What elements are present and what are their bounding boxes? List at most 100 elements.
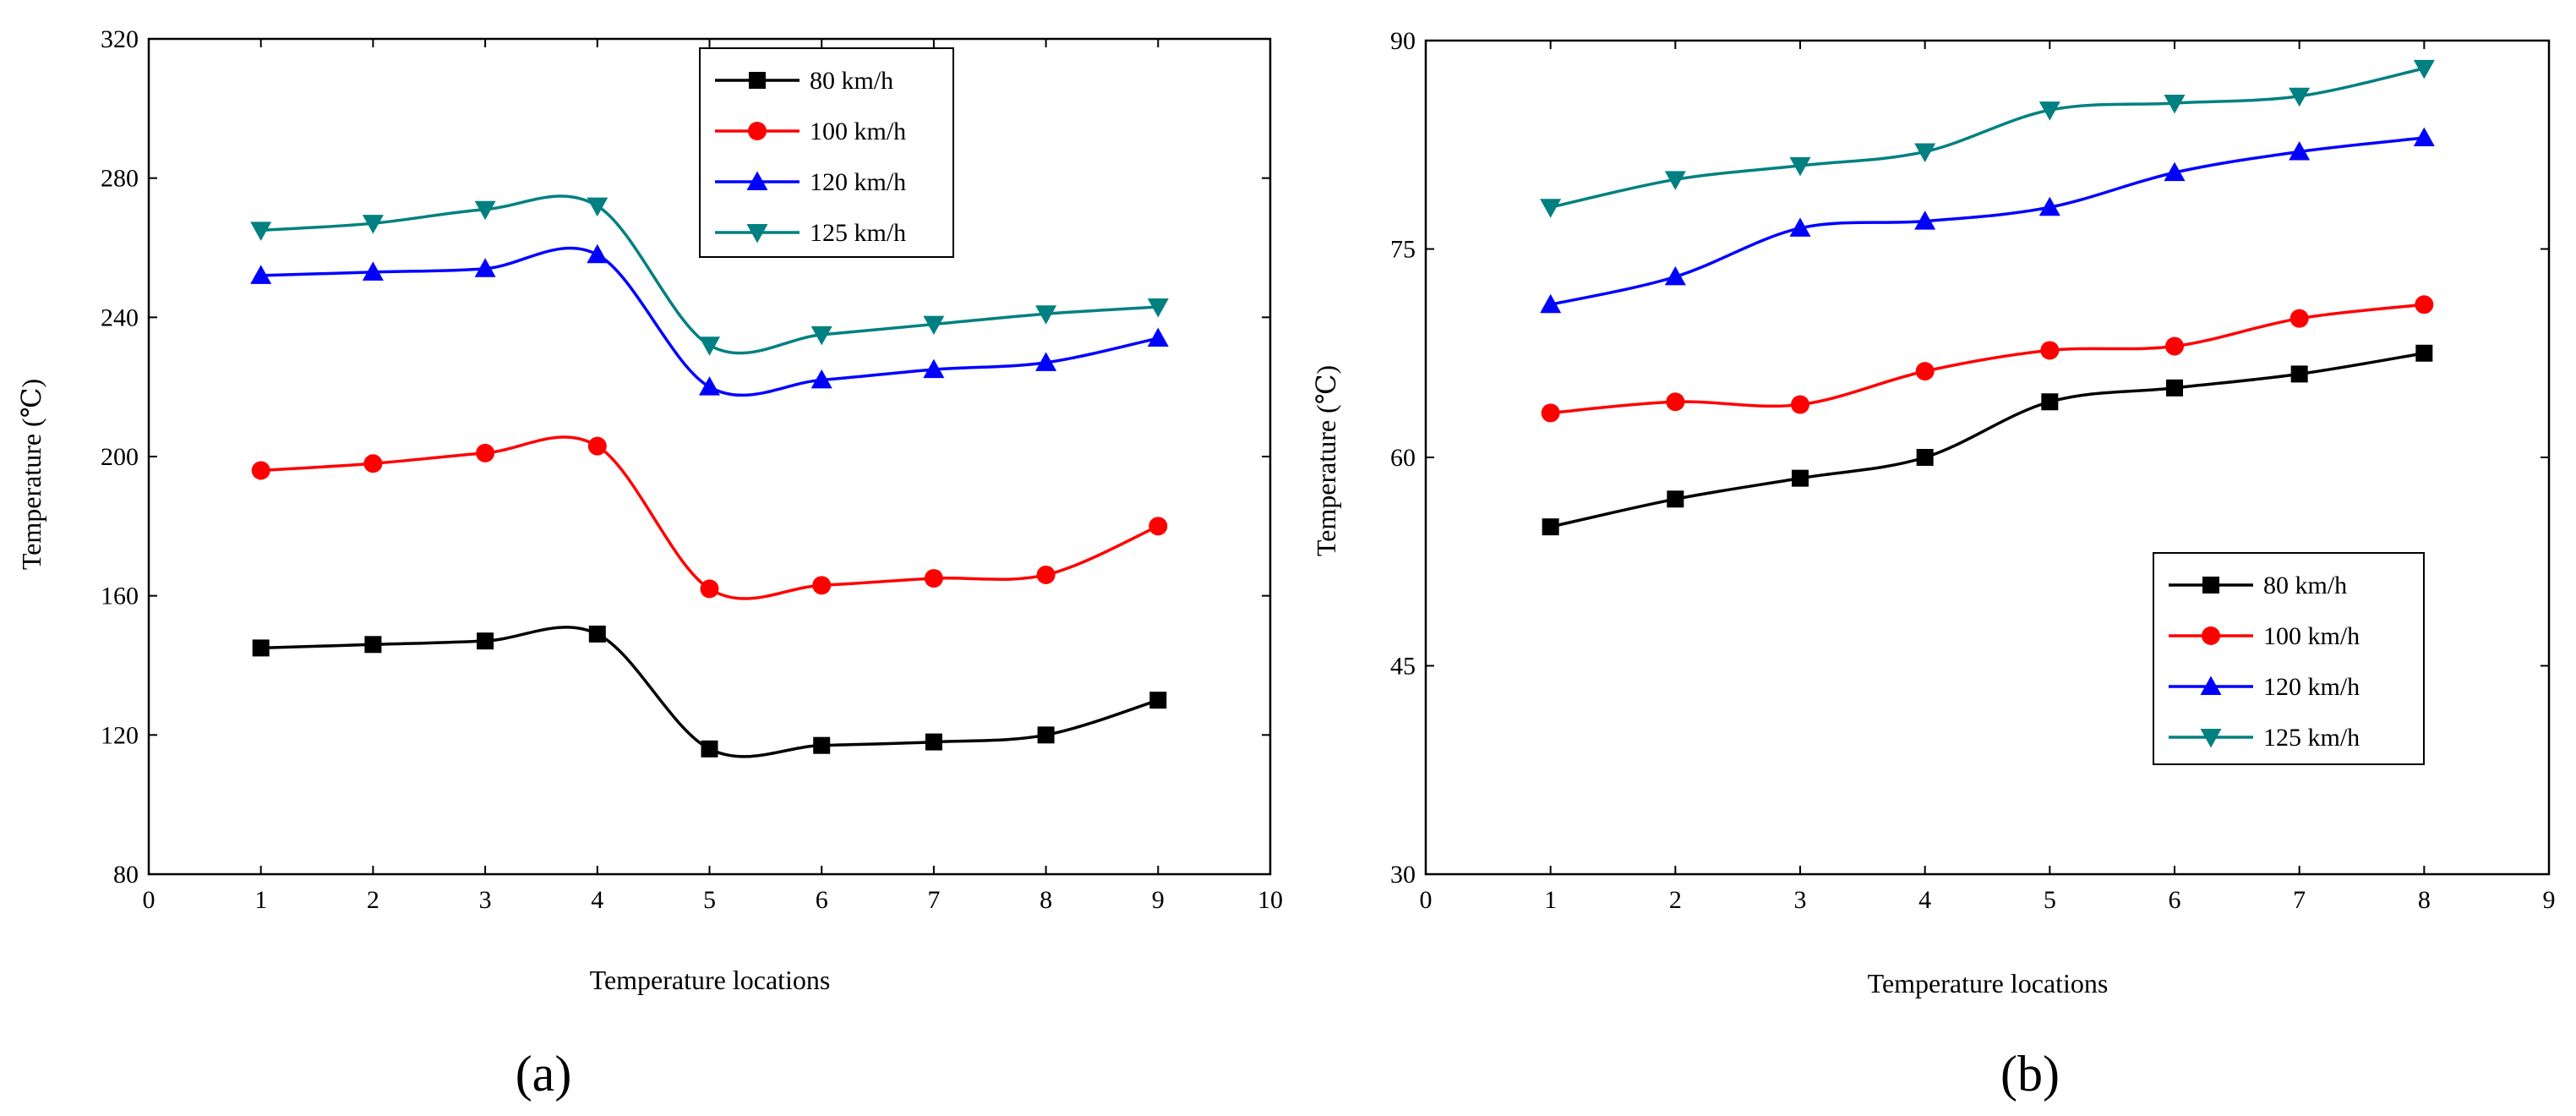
y-tick-label: 320 xyxy=(101,25,139,53)
data-point xyxy=(1666,392,1685,412)
data-point xyxy=(2413,127,2435,147)
chart-panel-b: Temperature (℃) Temperature locations (b… xyxy=(1311,27,2556,1102)
legend-item: 100 km/h xyxy=(715,118,906,145)
y-tick-label: 30 xyxy=(1390,861,1416,889)
data-point xyxy=(1149,517,1168,536)
series-line xyxy=(260,626,1159,758)
data-point xyxy=(1914,143,1936,162)
data-point xyxy=(1037,726,1055,744)
data-point xyxy=(2164,94,2186,114)
data-point xyxy=(2415,344,2433,362)
data-point xyxy=(251,461,270,480)
data-point xyxy=(1035,352,1057,371)
x-tick-label: 10 xyxy=(1258,886,1283,914)
legend-item: 125 km/h xyxy=(2169,724,2360,752)
y-tick-label: 120 xyxy=(101,721,139,749)
series-125-km-per-h xyxy=(250,194,1169,356)
chart-panel-a: Temperature (℃) Temperature locations (a… xyxy=(16,25,1283,1102)
y-tick-label: 75 xyxy=(1390,236,1416,264)
data-point xyxy=(1664,171,1686,190)
data-point xyxy=(700,579,719,599)
data-point xyxy=(1147,298,1169,318)
data-point xyxy=(362,215,384,234)
series-100-km-per-h xyxy=(251,435,1168,600)
data-point xyxy=(2166,379,2183,397)
data-point xyxy=(587,197,609,217)
data-point xyxy=(1541,403,1560,423)
data-point xyxy=(2040,341,2060,360)
data-point xyxy=(1664,265,1686,286)
x-tick-label: 4 xyxy=(591,886,603,914)
data-point xyxy=(588,625,606,643)
legend-item: 120 km/h xyxy=(2169,673,2360,701)
x-tick-label: 9 xyxy=(1152,886,1165,914)
x-tick-label: 1 xyxy=(1544,886,1557,914)
x-tick-label: 8 xyxy=(1040,886,1052,914)
legend-marker xyxy=(746,171,768,190)
legend-item: 80 km/h xyxy=(2169,572,2347,599)
legend-marker xyxy=(2202,577,2219,594)
legend: 80 km/h 100 km/h 120 km/h 125 km/h xyxy=(699,47,954,258)
series-125-km-per-h xyxy=(1540,59,2435,218)
x-tick-label: 0 xyxy=(143,886,156,914)
legend-marker xyxy=(748,122,767,140)
data-point xyxy=(1147,327,1169,347)
series-100-km-per-h xyxy=(1541,295,2434,423)
series-line xyxy=(1550,67,2425,209)
legend-box xyxy=(2153,552,2425,765)
x-tick-label: 4 xyxy=(1918,886,1931,914)
legend-marker xyxy=(2200,729,2222,748)
data-point xyxy=(474,200,496,221)
series-line xyxy=(1550,303,2425,415)
data-point xyxy=(2289,140,2311,161)
data-point xyxy=(250,265,272,284)
data-point xyxy=(1542,518,1559,536)
data-point xyxy=(2038,196,2060,216)
data-point xyxy=(2289,87,2311,107)
data-point xyxy=(1792,469,1809,487)
legend-label: 80 km/h xyxy=(810,67,893,95)
data-point xyxy=(813,736,831,754)
y-tick-label: 160 xyxy=(101,583,139,610)
legend-marker xyxy=(746,224,768,243)
data-point xyxy=(1036,565,1056,584)
series-line xyxy=(260,246,1159,397)
data-point xyxy=(2290,365,2308,383)
data-point xyxy=(477,632,494,650)
legend-item: 100 km/h xyxy=(2169,622,2360,650)
y-tick-label: 280 xyxy=(101,165,139,193)
axes-group: 0 1 2 3 4 5 6 7 8 9 10 80 120 160 200 240 280 320 xyxy=(101,25,1283,914)
data-point xyxy=(812,576,832,595)
x-axis-title: Temperature locations xyxy=(1868,968,2109,998)
x-tick-label: 2 xyxy=(367,886,379,914)
data-point xyxy=(701,740,718,758)
data-point xyxy=(1789,156,1811,177)
y-tick-label: 45 xyxy=(1390,653,1416,681)
x-tick-label: 3 xyxy=(479,886,492,914)
data-point xyxy=(1540,199,1562,218)
legend-box xyxy=(699,47,954,258)
data-point xyxy=(587,243,609,264)
x-axis-title: Temperature locations xyxy=(590,965,831,995)
y-tick-label: 240 xyxy=(101,304,139,331)
data-point xyxy=(1540,293,1562,314)
x-tick-label: 6 xyxy=(816,886,828,914)
data-point xyxy=(363,454,383,473)
data-point xyxy=(250,222,272,241)
series-80-km-per-h xyxy=(252,625,1167,758)
series-line xyxy=(1550,136,2425,306)
data-point xyxy=(2038,101,2060,121)
panel-label: (b) xyxy=(2000,1046,2060,1102)
x-tick-label: 6 xyxy=(2169,886,2181,914)
y-tick-label: 80 xyxy=(113,861,139,889)
legend-marker xyxy=(749,72,766,89)
data-point xyxy=(252,639,270,657)
x-tick-label: 5 xyxy=(2044,886,2056,914)
legend-label: 100 km/h xyxy=(810,118,906,145)
x-tick-label: 0 xyxy=(1420,886,1433,914)
x-tick-label: 3 xyxy=(1794,886,1807,914)
data-point xyxy=(474,258,496,277)
data-point xyxy=(1915,362,1935,381)
data-point xyxy=(362,261,384,281)
